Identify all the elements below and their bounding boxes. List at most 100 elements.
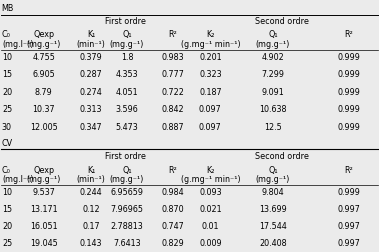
Text: 20: 20 [2, 88, 12, 97]
Text: 16.051: 16.051 [30, 222, 57, 231]
Text: 0.999: 0.999 [337, 105, 360, 114]
Text: 9.091: 9.091 [262, 88, 284, 97]
Text: 0.009: 0.009 [199, 239, 222, 248]
Text: Second ordre: Second ordre [255, 152, 309, 161]
Text: 0.097: 0.097 [199, 123, 222, 132]
Text: 0.201: 0.201 [199, 53, 222, 61]
Text: R²: R² [168, 30, 177, 39]
Text: Q₁: Q₁ [268, 30, 278, 39]
Text: 10.37: 10.37 [32, 105, 55, 114]
Text: 10: 10 [2, 188, 12, 197]
Text: (mg.g⁻¹): (mg.g⁻¹) [256, 40, 290, 49]
Text: 0.997: 0.997 [337, 222, 360, 231]
Text: 5.473: 5.473 [116, 123, 138, 132]
Text: (min⁻¹): (min⁻¹) [77, 40, 105, 49]
Text: 0.747: 0.747 [161, 222, 184, 231]
Text: 0.021: 0.021 [199, 205, 222, 214]
Text: 17.544: 17.544 [259, 222, 287, 231]
Text: 0.274: 0.274 [80, 88, 102, 97]
Text: 0.287: 0.287 [80, 70, 102, 79]
Text: (mg.g⁻¹): (mg.g⁻¹) [27, 40, 61, 49]
Text: 0.17: 0.17 [82, 222, 100, 231]
Text: 6.905: 6.905 [32, 70, 55, 79]
Text: Qexp: Qexp [33, 30, 54, 39]
Text: 0.870: 0.870 [161, 205, 184, 214]
Text: 0.187: 0.187 [199, 88, 222, 97]
Text: K₁: K₁ [87, 30, 95, 39]
Text: 20: 20 [2, 222, 12, 231]
Text: 4.353: 4.353 [116, 70, 138, 79]
Text: 0.999: 0.999 [337, 88, 360, 97]
Text: 0.097: 0.097 [199, 105, 222, 114]
Text: MB: MB [1, 4, 14, 13]
Text: Q₁: Q₁ [122, 166, 132, 175]
Text: Second ordre: Second ordre [255, 17, 309, 26]
Text: 19.045: 19.045 [30, 239, 58, 248]
Text: 20.408: 20.408 [259, 239, 287, 248]
Text: 0.379: 0.379 [80, 53, 102, 61]
Text: 0.777: 0.777 [161, 70, 184, 79]
Text: 8.79: 8.79 [35, 88, 52, 97]
Text: 15: 15 [2, 205, 12, 214]
Text: 13.699: 13.699 [259, 205, 287, 214]
Text: R²: R² [344, 30, 353, 39]
Text: K₂: K₂ [206, 166, 215, 175]
Text: 30: 30 [2, 123, 12, 132]
Text: Q₁: Q₁ [268, 166, 278, 175]
Text: 4.902: 4.902 [262, 53, 284, 61]
Text: (g.mg⁻¹ min⁻¹): (g.mg⁻¹ min⁻¹) [180, 40, 240, 49]
Text: (mg.l⁻¹): (mg.l⁻¹) [2, 175, 33, 184]
Text: 0.887: 0.887 [161, 123, 184, 132]
Text: 0.984: 0.984 [161, 188, 184, 197]
Text: 6.95659: 6.95659 [110, 188, 144, 197]
Text: 0.12: 0.12 [82, 205, 100, 214]
Text: Qexp: Qexp [33, 166, 54, 175]
Text: 2.78813: 2.78813 [111, 222, 143, 231]
Text: 0.143: 0.143 [80, 239, 102, 248]
Text: (mg.g⁻¹): (mg.g⁻¹) [110, 40, 144, 49]
Text: 25: 25 [2, 105, 12, 114]
Text: 25: 25 [2, 239, 12, 248]
Text: (mg.l⁻¹): (mg.l⁻¹) [2, 40, 33, 49]
Text: C₀: C₀ [2, 30, 11, 39]
Text: 7.96965: 7.96965 [110, 205, 144, 214]
Text: K₂: K₂ [206, 30, 215, 39]
Text: 0.01: 0.01 [202, 222, 219, 231]
Text: 12.5: 12.5 [264, 123, 282, 132]
Text: CV: CV [1, 139, 12, 148]
Text: 12.005: 12.005 [30, 123, 58, 132]
Text: 15: 15 [2, 70, 12, 79]
Text: 10.638: 10.638 [259, 105, 287, 114]
Text: 0.999: 0.999 [337, 53, 360, 61]
Text: (mg.g⁻¹): (mg.g⁻¹) [27, 175, 61, 184]
Text: 0.323: 0.323 [199, 70, 222, 79]
Text: 0.829: 0.829 [161, 239, 184, 248]
Text: First ordre: First ordre [105, 17, 146, 26]
Text: C₀: C₀ [2, 166, 11, 175]
Text: 0.997: 0.997 [337, 239, 360, 248]
Text: 7.299: 7.299 [262, 70, 284, 79]
Text: 0.313: 0.313 [80, 105, 102, 114]
Text: Q₁: Q₁ [122, 30, 132, 39]
Text: (g.mg⁻¹ min⁻¹): (g.mg⁻¹ min⁻¹) [180, 175, 240, 184]
Text: First ordre: First ordre [105, 152, 146, 161]
Text: 0.983: 0.983 [161, 53, 184, 61]
Text: 10: 10 [2, 53, 12, 61]
Text: 0.999: 0.999 [337, 188, 360, 197]
Text: (mg.g⁻¹): (mg.g⁻¹) [256, 175, 290, 184]
Text: (min⁻¹): (min⁻¹) [77, 175, 105, 184]
Text: R²: R² [168, 166, 177, 175]
Text: 0.842: 0.842 [161, 105, 184, 114]
Text: 4.051: 4.051 [116, 88, 138, 97]
Text: 0.997: 0.997 [337, 205, 360, 214]
Text: 9.537: 9.537 [32, 188, 55, 197]
Text: 0.244: 0.244 [80, 188, 102, 197]
Text: 0.999: 0.999 [337, 70, 360, 79]
Text: R²: R² [344, 166, 353, 175]
Text: 0.093: 0.093 [199, 188, 222, 197]
Text: 0.347: 0.347 [80, 123, 102, 132]
Text: 1.8: 1.8 [121, 53, 133, 61]
Text: 0.999: 0.999 [337, 123, 360, 132]
Text: 4.755: 4.755 [32, 53, 55, 61]
Text: 13.171: 13.171 [30, 205, 57, 214]
